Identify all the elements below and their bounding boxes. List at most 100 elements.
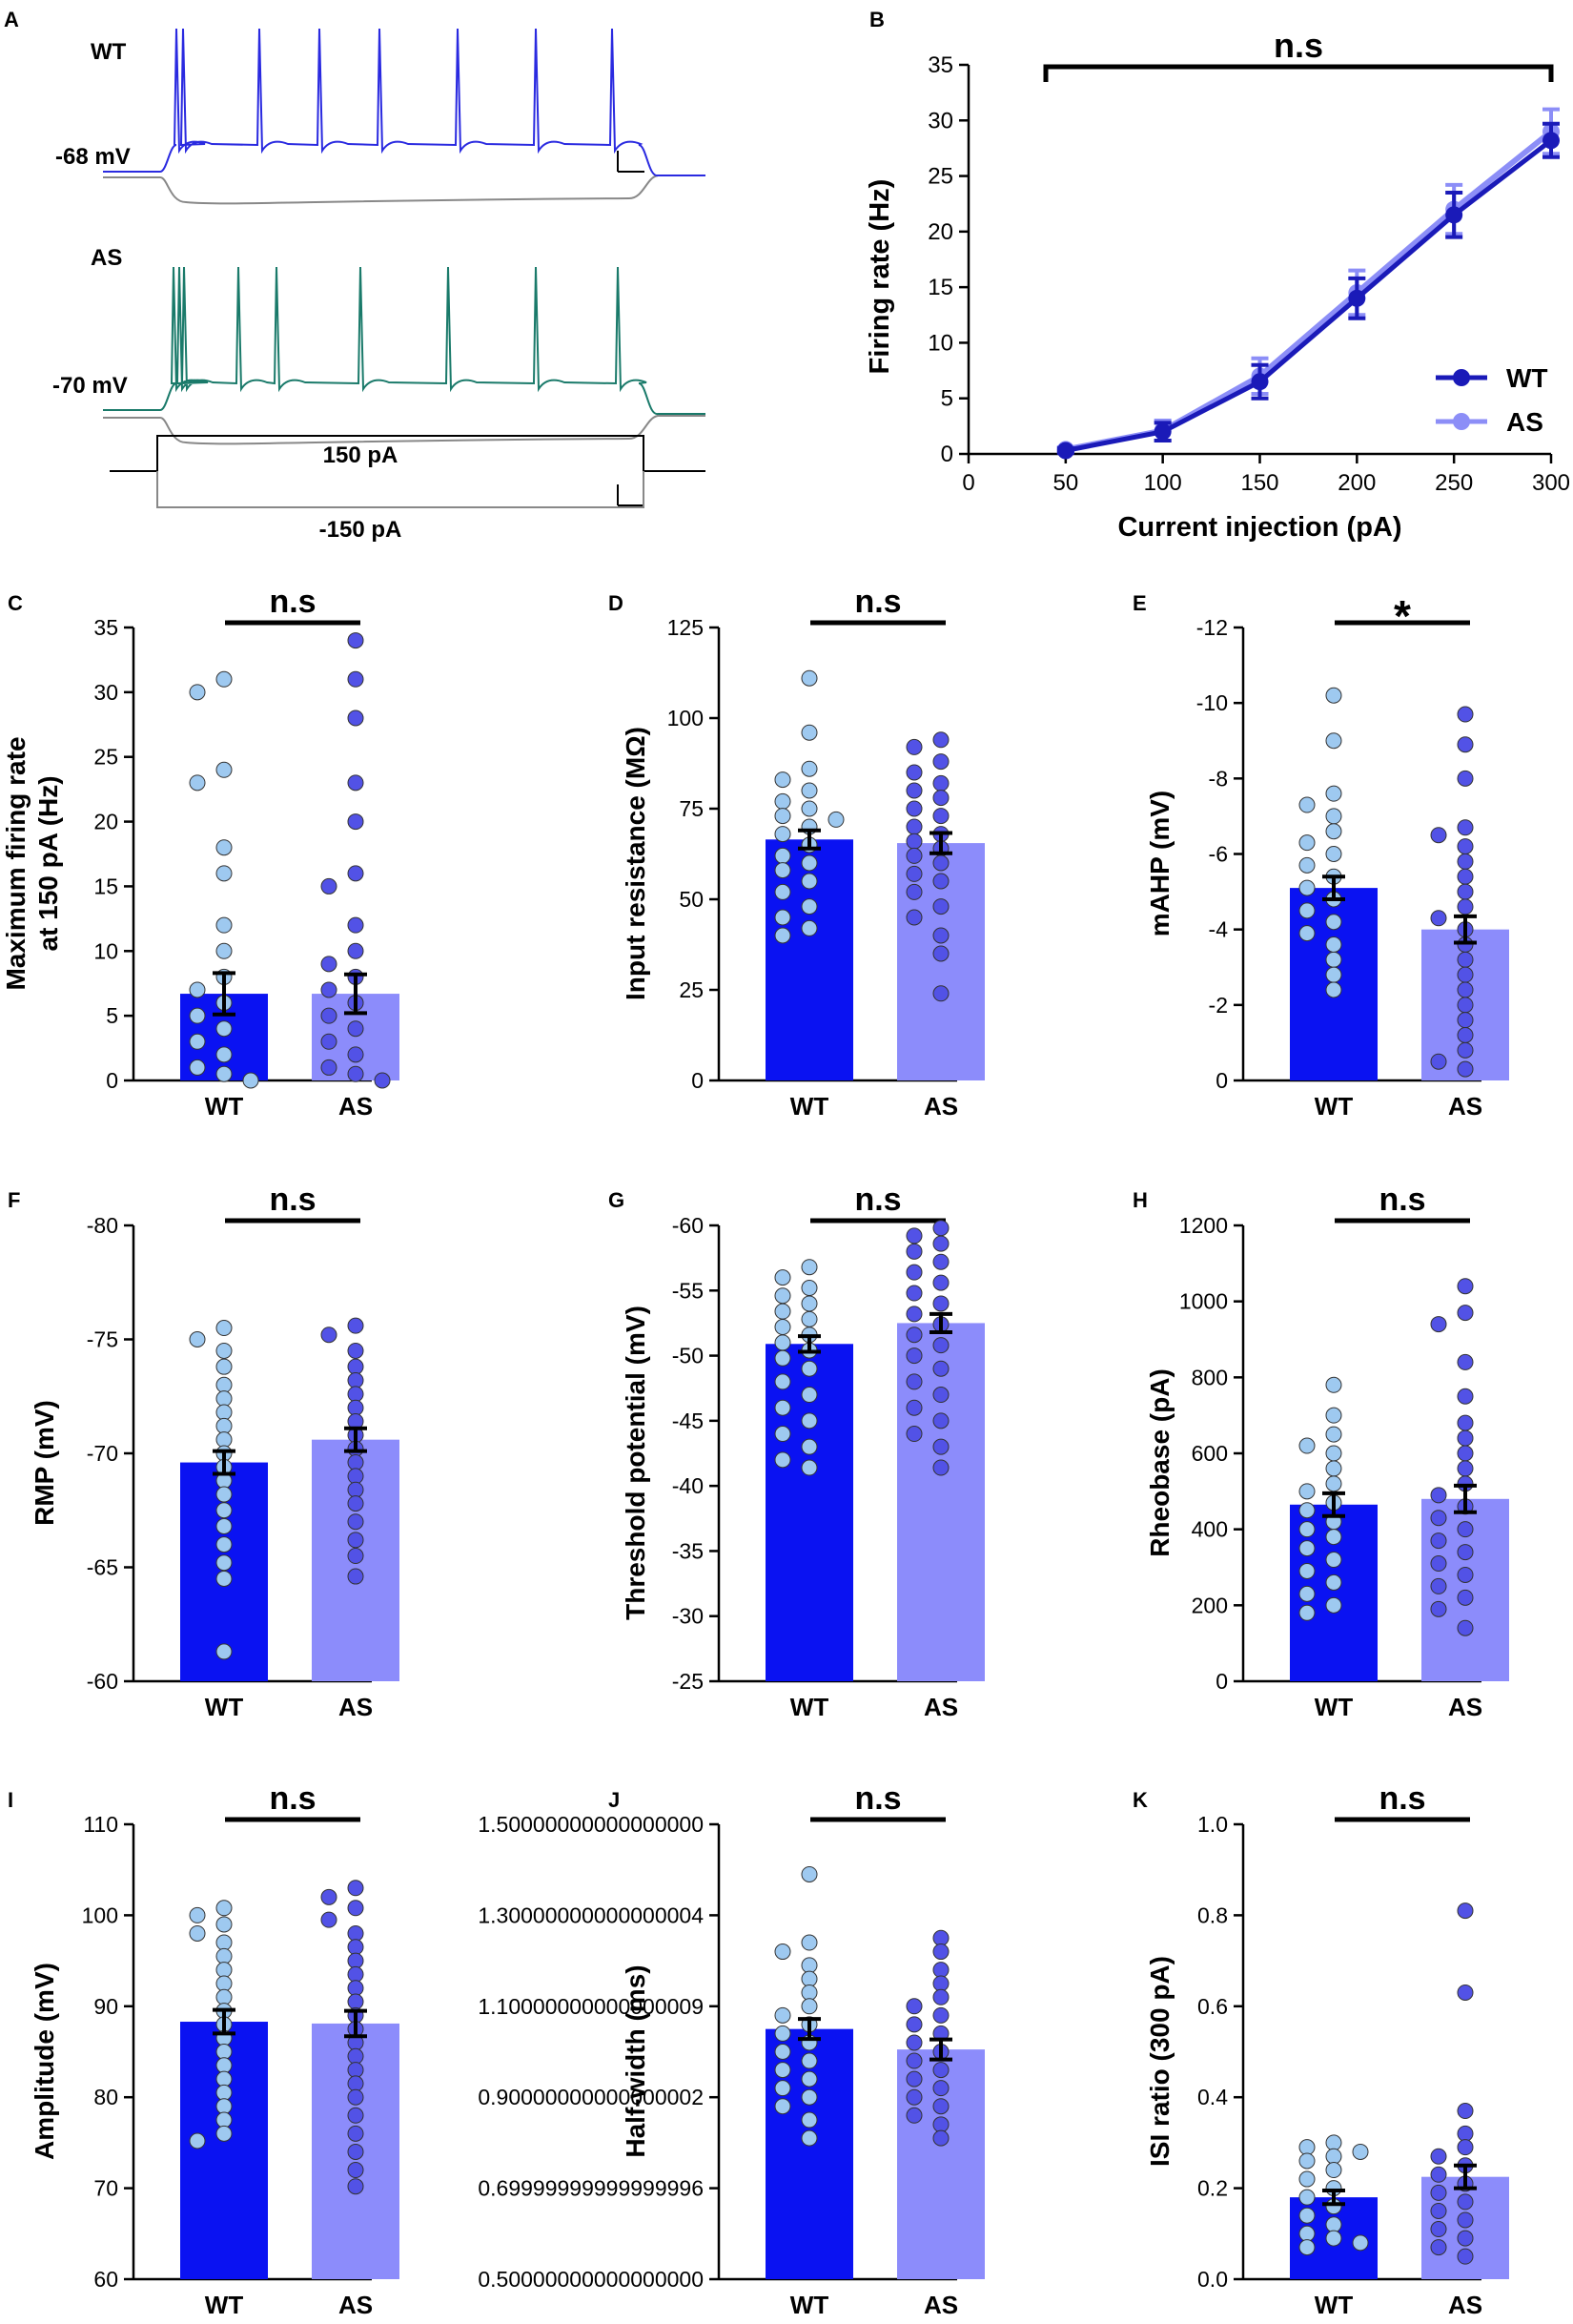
b-x-tick-label: 0 [962,470,974,496]
c-point-as [347,1020,364,1038]
k-point-wt [1325,2230,1342,2247]
panel-c-bar-chart: C 0 5 10 15 20 25 30 35 Maximum firing rate at 150… [1,584,399,1121]
g-point-wt [801,1387,818,1404]
k-point-wt [1325,2216,1342,2233]
k-point-as [1430,2148,1447,2165]
g-point-as [932,1337,950,1354]
b-point-wt [1154,422,1172,441]
c-point-wt [215,942,233,959]
panel-letter-f: F [8,1188,20,1212]
f-y-tick-label: -60 [87,1669,118,1694]
stim-positive-step [110,435,705,472]
f-point-wt [215,1536,233,1553]
d-y-tick-label: 125 [667,615,704,640]
k-point-as [1457,2211,1474,2229]
g-y-tick-label: -35 [672,1538,704,1563]
c-point-as [374,1072,391,1089]
h-point-wt [1325,1573,1342,1591]
e-point-as [1457,706,1474,723]
c-point-as [320,877,337,895]
panel-letter-e: E [1133,591,1147,615]
g-point-as [906,1373,923,1390]
e-x-tick-label-wt: WT [1315,1092,1354,1121]
j-point-wt [801,2070,818,2087]
d-point-wt [774,826,791,843]
panel-a: A WT -68 mV AS -70 mV 150 pA -150 pA [4,8,705,543]
d-point-wt [774,927,791,944]
d-point-as [932,854,950,872]
e-point-wt [1298,856,1316,874]
j-point-as [932,1988,950,2005]
e-point-as [1457,1060,1474,1078]
f-point-wt [215,1390,233,1408]
e-point-wt [1325,846,1342,862]
j-x-tick-label-wt: WT [790,2291,829,2319]
h-point-as [1457,1445,1474,1462]
d-point-wt [774,909,791,926]
c-y-axis-title: at 150 pA (Hz) [33,775,63,951]
e-error-bar-wt [1322,874,1345,901]
e-point-as [1457,838,1474,855]
i-point-wt [215,1975,233,1992]
i-point-wt [215,1934,233,1951]
g-y-tick-label: -30 [672,1604,704,1629]
i-point-wt [215,2111,233,2129]
e-point-as [1457,966,1474,983]
b-point-wt [1445,206,1463,224]
j-point-as [932,2080,950,2097]
k-y-axis-title: ISI ratio (300 pA) [1145,1956,1175,2167]
j-point-as [906,2088,923,2106]
j-point-as [932,2062,950,2079]
d-point-wt [801,669,818,687]
b-legend-marker-wt [1453,369,1470,386]
e-point-wt [1325,936,1342,953]
f-point-as [347,1568,364,1585]
j-point-wt [801,2088,818,2106]
i-point-wt [189,2132,206,2149]
k-point-wt [1325,2148,1342,2165]
f-y-axis-title: RMP (mV) [30,1400,59,1526]
j-point-as [906,2052,923,2069]
g-point-wt [774,1399,791,1416]
g-point-as [932,1412,950,1429]
d-point-as [932,945,950,962]
k-y-tick-label: 1.0 [1197,1812,1228,1837]
d-y-tick-label: 0 [691,1068,704,1093]
c-y-tick-label: 20 [93,810,118,834]
i-point-wt [215,1988,233,2005]
g-point-wt [801,1412,818,1429]
k-point-wt [1298,2207,1316,2224]
h-point-wt [1298,1521,1316,1538]
j-point-as [932,2116,950,2133]
k-y-tick-label: 0.0 [1197,2267,1228,2292]
e-point-wt [1325,808,1342,825]
e-point-wt [1298,902,1316,919]
g-point-wt [774,1334,791,1351]
f-point-as [347,1342,364,1359]
c-point-as [347,942,364,959]
k-point-as [1430,2166,1447,2183]
e-point-as [1457,1041,1474,1059]
h-x-tick-label-wt: WT [1315,1693,1354,1721]
i-point-wt [215,2098,233,2115]
j-point-as [906,1998,923,2015]
c-point-as [347,1046,364,1063]
d-point-as [932,808,950,825]
i-y-tick-label: 90 [93,1994,118,2019]
e-point-as [1430,1053,1447,1070]
e-y-tick-label: -12 [1196,615,1228,640]
d-point-wt [801,782,818,799]
d-y-tick-label: 75 [679,796,704,821]
e-point-wt [1325,914,1342,931]
f-point-wt [215,1502,233,1519]
b-point-wt [1251,373,1269,391]
h-y-tick-label: 1000 [1179,1289,1228,1314]
b-point-wt [1056,442,1074,460]
c-point-wt [189,684,206,701]
wt-trace-label: WT [91,39,127,65]
e-point-as [1457,1012,1474,1029]
g-point-wt [774,1349,791,1367]
d-point-as [906,909,923,926]
panel-letter-i: I [8,1788,13,1812]
h-point-wt [1325,1552,1342,1569]
